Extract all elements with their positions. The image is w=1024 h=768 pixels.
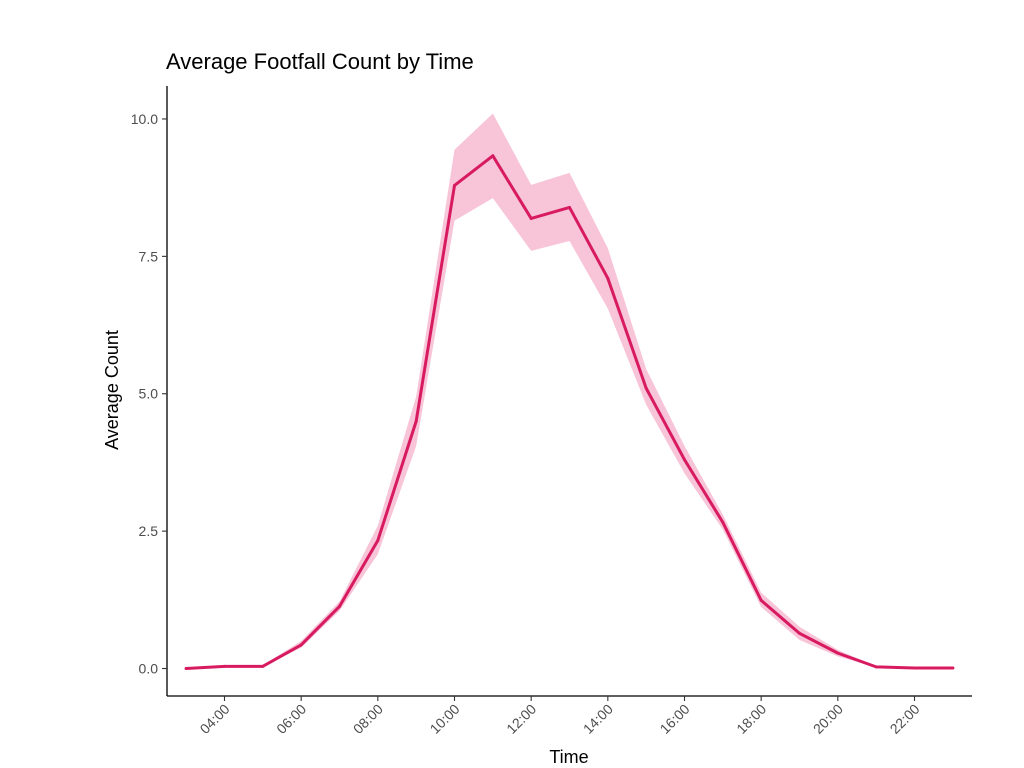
data-point	[874, 665, 878, 669]
data-point	[223, 664, 226, 668]
x-tick-label: 06:00	[273, 701, 309, 737]
x-tick-label: 08:00	[350, 701, 386, 737]
data-point	[338, 604, 341, 608]
x-tick-label: 14:00	[580, 701, 616, 737]
x-tick-label: 16:00	[657, 701, 693, 737]
y-axis-title: Average Count	[102, 330, 122, 450]
y-tick-label: 0.0	[139, 661, 159, 677]
x-axis-ticks: 04:00 06:00 08:00 10:00 12:00 14:00 16:00 18:00…	[197, 696, 923, 737]
y-tick-label: 5.0	[139, 386, 159, 402]
x-tick-label: 12:00	[503, 701, 539, 737]
y-axis-ticks: 0.0 2.5 5.0 7.5 10.0	[131, 111, 167, 677]
data-point	[683, 458, 686, 462]
data-point	[644, 386, 648, 390]
x-tick-label: 18:00	[733, 701, 769, 737]
confidence-band-layer	[186, 113, 953, 669]
y-tick-label: 2.5	[139, 523, 159, 539]
data-point	[414, 419, 418, 423]
x-tick-label: 10:00	[427, 701, 463, 737]
x-tick-label: 04:00	[197, 701, 233, 737]
data-point	[529, 216, 533, 220]
data-point	[453, 183, 456, 187]
data-point	[836, 651, 840, 655]
data-point	[759, 598, 763, 602]
x-tick-label: 22:00	[887, 701, 923, 737]
data-point	[299, 643, 303, 647]
data-point	[721, 520, 725, 524]
data-point	[491, 154, 495, 158]
data-point	[376, 538, 380, 542]
series-line-layer	[184, 154, 955, 671]
x-axis-title: Time	[549, 747, 588, 767]
data-point	[606, 276, 610, 280]
x-tick-label: 20:00	[810, 701, 846, 737]
data-point	[913, 666, 916, 670]
y-tick-label: 7.5	[139, 248, 159, 264]
chart-title: Average Footfall Count by Time	[166, 49, 474, 74]
confidence-band	[186, 113, 953, 669]
data-point	[184, 667, 188, 671]
data-point	[261, 664, 265, 668]
data-point	[798, 631, 801, 635]
data-point	[568, 205, 571, 209]
y-tick-label: 10.0	[131, 111, 158, 127]
data-point	[951, 666, 955, 670]
